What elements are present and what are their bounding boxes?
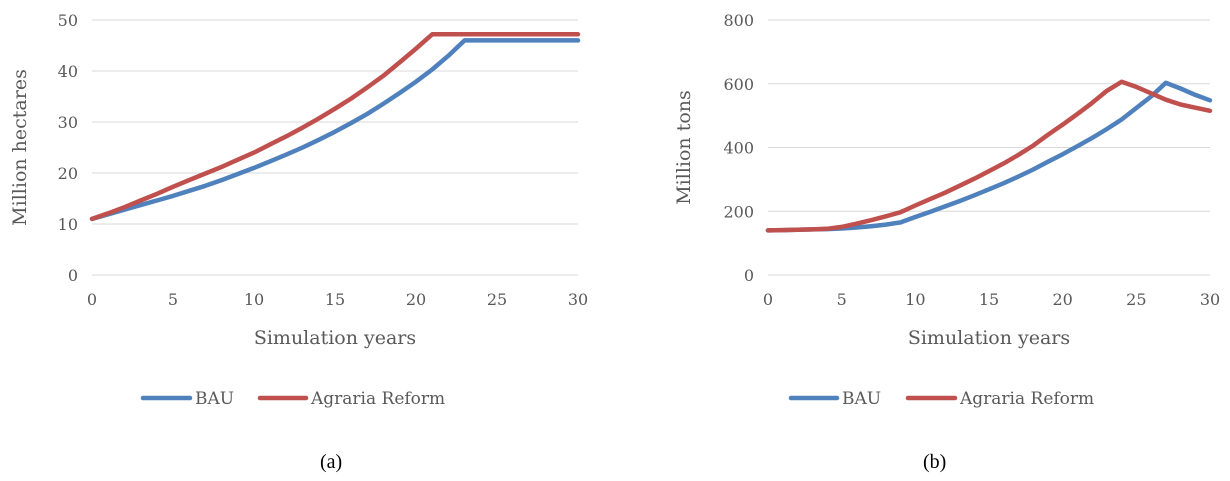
- y-tick-label: 200: [723, 202, 754, 221]
- x-tick-label: 25: [1126, 290, 1146, 309]
- x-tick-label: 20: [1052, 290, 1072, 309]
- x-tick-label: 30: [1200, 290, 1220, 309]
- chart-a: 0 10 20 30 40 50 0 5 10 15 20 25 30 Simulation years M…: [9, 11, 588, 409]
- chart-b-panel: 0 200 400 600 800 0 5 10 15 20 25 30 Simulation year…: [615, 0, 1230, 440]
- legend-label: BAU: [842, 389, 881, 409]
- x-tick-label: 5: [837, 290, 847, 309]
- x-tick-label: 25: [487, 290, 507, 309]
- legend-label: Agraria Reform: [959, 389, 1094, 409]
- chart-a-panel: 0 10 20 30 40 50 0 5 10 15 20 25 30 Simulation years M…: [0, 0, 600, 440]
- series-line-bau: [89, 38, 581, 222]
- chart-b: 0 200 400 600 800 0 5 10 15 20 25 30 Simulation year…: [673, 11, 1220, 409]
- y-tick-label: 10: [58, 215, 78, 234]
- series-line-bau: [765, 80, 1213, 233]
- y-tick-label: 0: [744, 266, 754, 285]
- x-tick-label: 15: [325, 290, 345, 309]
- y-tick-label: 600: [723, 75, 754, 94]
- x-tick-label: 0: [763, 290, 773, 309]
- y-tick-label: 50: [58, 11, 78, 30]
- x-tick-label: 10: [244, 290, 264, 309]
- y-tick-label: 30: [58, 113, 78, 132]
- x-axis-title: Simulation years: [908, 327, 1070, 349]
- y-tick-label: 400: [723, 139, 754, 158]
- y-axis-title: Million hectares: [9, 69, 31, 226]
- x-axis-title: Simulation years: [254, 327, 416, 349]
- y-tick-label: 0: [68, 266, 78, 285]
- y-tick-label: 20: [58, 164, 78, 183]
- x-tick-label: 30: [568, 290, 588, 309]
- legend-label: Agraria Reform: [310, 389, 445, 409]
- caption-a: (a): [320, 451, 343, 473]
- x-tick-label: 15: [979, 290, 999, 309]
- legend-label: BAU: [195, 389, 234, 409]
- x-tick-label: 20: [406, 290, 426, 309]
- y-axis-title: Million tons: [673, 90, 695, 205]
- y-tick-label: 40: [58, 62, 78, 81]
- y-tick-label: 800: [723, 11, 754, 30]
- caption-b: (b): [923, 451, 947, 473]
- series-line-agraria-reform: [765, 79, 1213, 233]
- x-tick-label: 5: [168, 290, 178, 309]
- x-tick-label: 10: [905, 290, 925, 309]
- series-line-agraria-reform: [89, 32, 581, 222]
- x-tick-label: 0: [87, 290, 97, 309]
